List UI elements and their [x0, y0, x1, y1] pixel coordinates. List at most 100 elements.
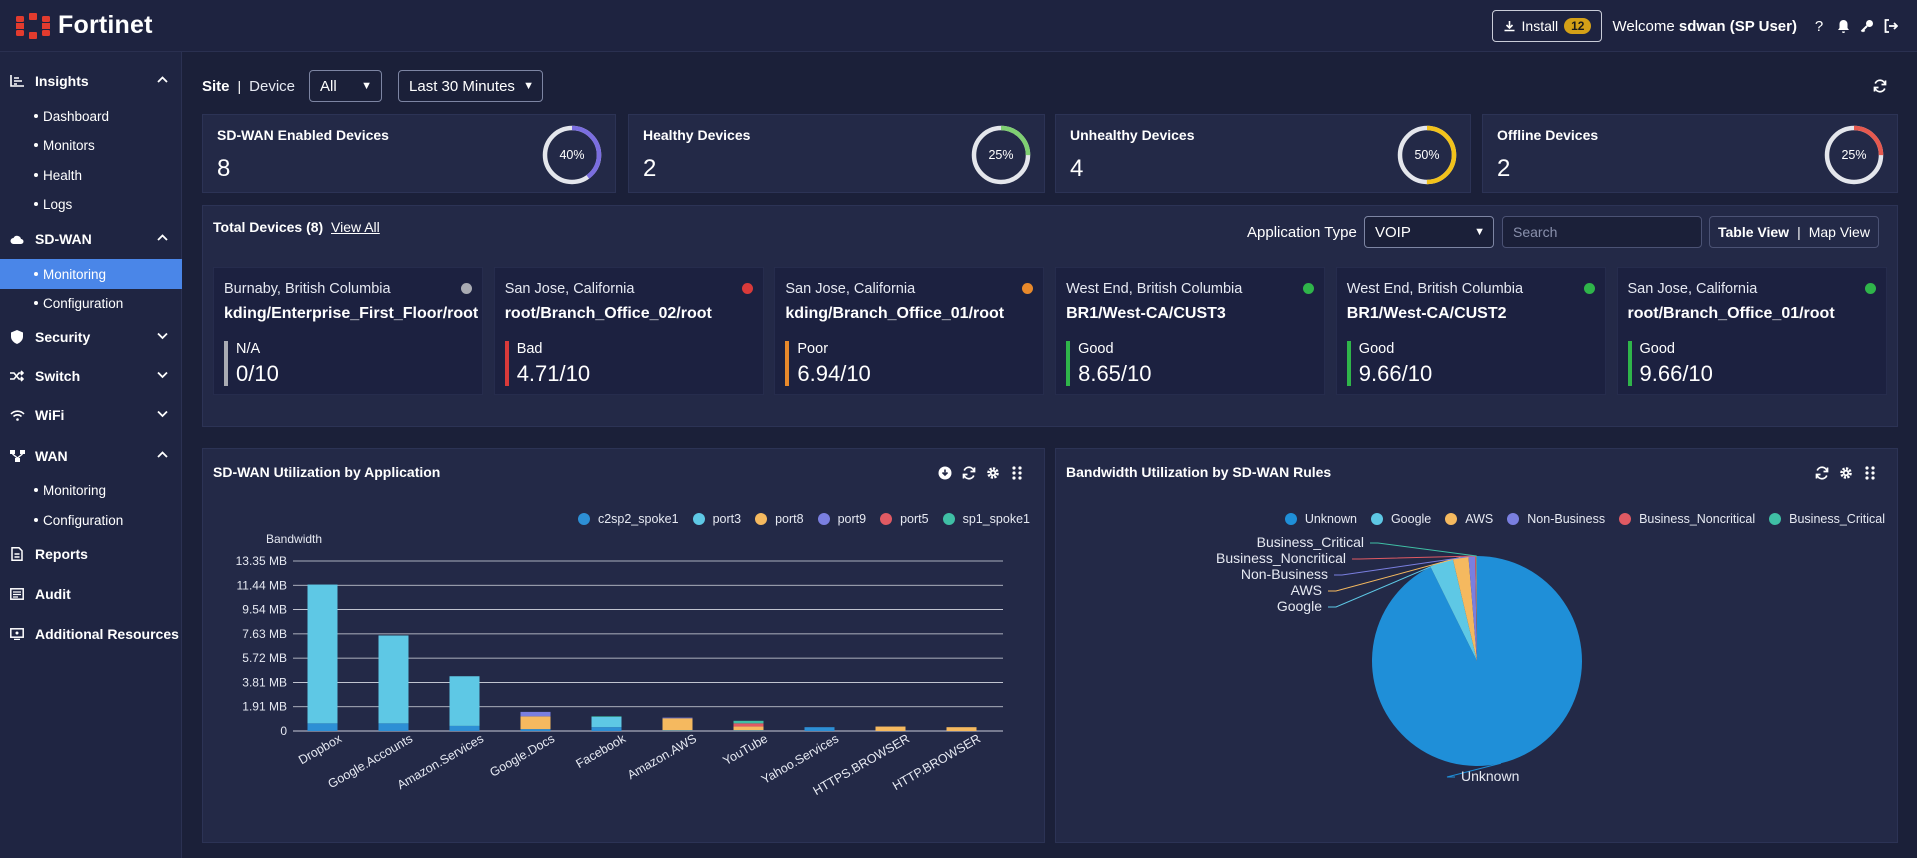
bar-segment[interactable] — [520, 711, 551, 717]
bar-segment[interactable] — [591, 716, 622, 728]
sidebar-item-sdwan-configuration[interactable]: Configuration — [0, 289, 182, 317]
device-card[interactable]: West End, British Columbia BR1/West-CA/CU… — [1055, 267, 1326, 395]
bar-segment[interactable] — [875, 726, 906, 731]
sidebar-section-sdwan[interactable]: SD-WAN — [0, 224, 182, 254]
install-label: Install — [1521, 18, 1559, 34]
bar-segment[interactable] — [733, 720, 764, 724]
sidebar-section-insights[interactable]: Insights — [0, 66, 182, 96]
bar-segment[interactable] — [733, 726, 764, 731]
refresh-icon[interactable] — [1810, 466, 1834, 480]
bar-segment[interactable] — [591, 716, 622, 717]
legend-item[interactable]: Unknown — [1284, 512, 1357, 526]
x-tick-label: Google.Docs — [487, 731, 557, 779]
legend-item[interactable]: port3 — [692, 512, 741, 526]
scope-select[interactable]: All ▼ — [309, 70, 383, 102]
refresh-icon[interactable] — [1873, 79, 1887, 93]
sidebar-section-wifi[interactable]: WiFi — [0, 400, 182, 430]
bar-segment[interactable] — [946, 727, 977, 731]
grid-menu-icon[interactable] — [1858, 466, 1882, 480]
sidebar-section-switch[interactable]: Switch — [0, 361, 182, 391]
kpi-card-healthy[interactable]: Healthy Devices 2 25% — [628, 114, 1045, 193]
kpi-card-offline[interactable]: Offline Devices 2 25% — [1482, 114, 1898, 193]
welcome-text: Welcome sdwan (SP User) — [1612, 17, 1797, 35]
map-view-button[interactable]: Map View — [1808, 224, 1870, 240]
application-type-value: VOIP — [1375, 223, 1411, 241]
app-utilization-bar-chart: Bandwidth 0 1.91 MB 3.81 MB 5.72 MB 7.63 MB 9.… — [236, 532, 1003, 798]
pie-slice[interactable] — [1430, 558, 1477, 661]
bar-segment[interactable] — [733, 723, 764, 727]
sidebar-item-monitors[interactable]: Monitors — [0, 131, 182, 159]
grid-menu-icon[interactable] — [1005, 466, 1029, 480]
view-all-link[interactable]: View All — [331, 219, 380, 235]
sidebar-item-wan-configuration[interactable]: Configuration — [0, 506, 182, 534]
bar-segment[interactable] — [804, 727, 835, 731]
device-card[interactable]: San Jose, California root/Branch_Office_0… — [1616, 267, 1887, 395]
bar-segment[interactable] — [591, 727, 622, 731]
sidebar-item-health[interactable]: Health — [0, 161, 182, 189]
legend-item[interactable]: c2sp2_spoke1 — [577, 512, 679, 526]
pie-slice-label: Business_Noncritical — [1216, 550, 1346, 566]
bell-icon[interactable] — [1831, 18, 1855, 35]
refresh-icon[interactable] — [957, 466, 981, 480]
legend-item[interactable]: port8 — [755, 512, 804, 526]
bar-segment[interactable] — [520, 716, 551, 730]
gear-icon[interactable] — [981, 466, 1005, 480]
legend-swatch — [1769, 513, 1782, 525]
bar-segment[interactable] — [733, 730, 764, 731]
gear-icon[interactable] — [1834, 466, 1858, 480]
sidebar-item-logs[interactable]: Logs — [0, 190, 182, 218]
sidebar-section-security[interactable]: Security — [0, 322, 182, 352]
pie-slice[interactable] — [1452, 556, 1477, 661]
device-score: 8.65/10 — [1078, 361, 1152, 386]
pie-slice[interactable] — [1475, 556, 1477, 661]
legend-item[interactable]: AWS — [1445, 512, 1493, 526]
bar-segment[interactable] — [449, 676, 480, 726]
kpi-card-sdwan-enabled[interactable]: SD-WAN Enabled Devices 8 40% — [202, 114, 616, 193]
logout-icon[interactable] — [1879, 18, 1903, 35]
legend-item[interactable]: Google — [1370, 512, 1431, 526]
legend-item[interactable]: Business_Critical — [1769, 512, 1885, 526]
time-range-select[interactable]: Last 30 Minutes ▼ — [398, 70, 544, 102]
bar-segment[interactable] — [449, 725, 480, 731]
table-view-button[interactable]: Table View — [1718, 224, 1790, 240]
legend-item[interactable]: Non-Business — [1507, 512, 1605, 526]
application-type-select[interactable]: VOIP ▼ — [1364, 216, 1494, 248]
key-icon[interactable] — [1855, 18, 1879, 35]
kpi-card-unhealthy[interactable]: Unhealthy Devices 4 50% — [1055, 114, 1471, 193]
sidebar-item-wan-monitoring[interactable]: Monitoring — [0, 476, 182, 504]
legend-item[interactable]: port5 — [880, 512, 929, 526]
sidebar-section-additional-resources[interactable]: Additional Resources — [0, 619, 182, 649]
bar-segment[interactable] — [307, 723, 338, 731]
pie-slice[interactable] — [1476, 556, 1477, 661]
legend-item[interactable]: port9 — [817, 512, 866, 526]
device-card[interactable]: West End, British Columbia BR1/West-CA/CU… — [1335, 267, 1606, 395]
device-tab[interactable]: Device — [249, 77, 296, 95]
bar-segment[interactable] — [662, 718, 693, 731]
sidebar-item-dashboard[interactable]: Dashboard — [0, 102, 182, 130]
legend-item[interactable]: sp1_spoke1 — [942, 512, 1030, 526]
sidebar-section-reports[interactable]: Reports — [0, 539, 182, 569]
device-card[interactable]: San Jose, California kding/Branch_Office_… — [774, 267, 1045, 395]
sidebar-item-sdwan-monitoring[interactable]: Monitoring — [0, 259, 182, 289]
site-tab[interactable]: Site — [202, 77, 230, 95]
bar-segment[interactable] — [307, 584, 338, 724]
help-icon[interactable]: ? — [1814, 17, 1824, 35]
bar-segment[interactable] — [662, 717, 693, 719]
legend-label: port5 — [900, 512, 929, 526]
legend-swatch — [1370, 513, 1383, 525]
sidebar-section-audit[interactable]: Audit — [0, 579, 182, 609]
download-icon[interactable] — [933, 466, 957, 480]
sidebar-section-wan[interactable]: WAN — [0, 441, 182, 471]
search-input[interactable]: Search — [1502, 216, 1702, 248]
bar-segment[interactable] — [378, 723, 409, 731]
bar-segment[interactable] — [662, 730, 693, 731]
fortinet-logo[interactable]: Fortinet — [16, 11, 153, 40]
legend-item[interactable]: Business_Noncritical — [1619, 512, 1755, 526]
device-card[interactable]: San Jose, California root/Branch_Office_0… — [493, 267, 764, 395]
sidebar-section-label: Insights — [35, 73, 89, 89]
bar-segment[interactable] — [378, 635, 409, 724]
bar-segment[interactable] — [520, 729, 551, 731]
device-card[interactable]: Burnaby, British Columbia kding/Enterpris… — [213, 267, 483, 395]
pie-slice[interactable] — [1468, 556, 1477, 661]
install-button[interactable]: Install 12 — [1491, 10, 1603, 42]
